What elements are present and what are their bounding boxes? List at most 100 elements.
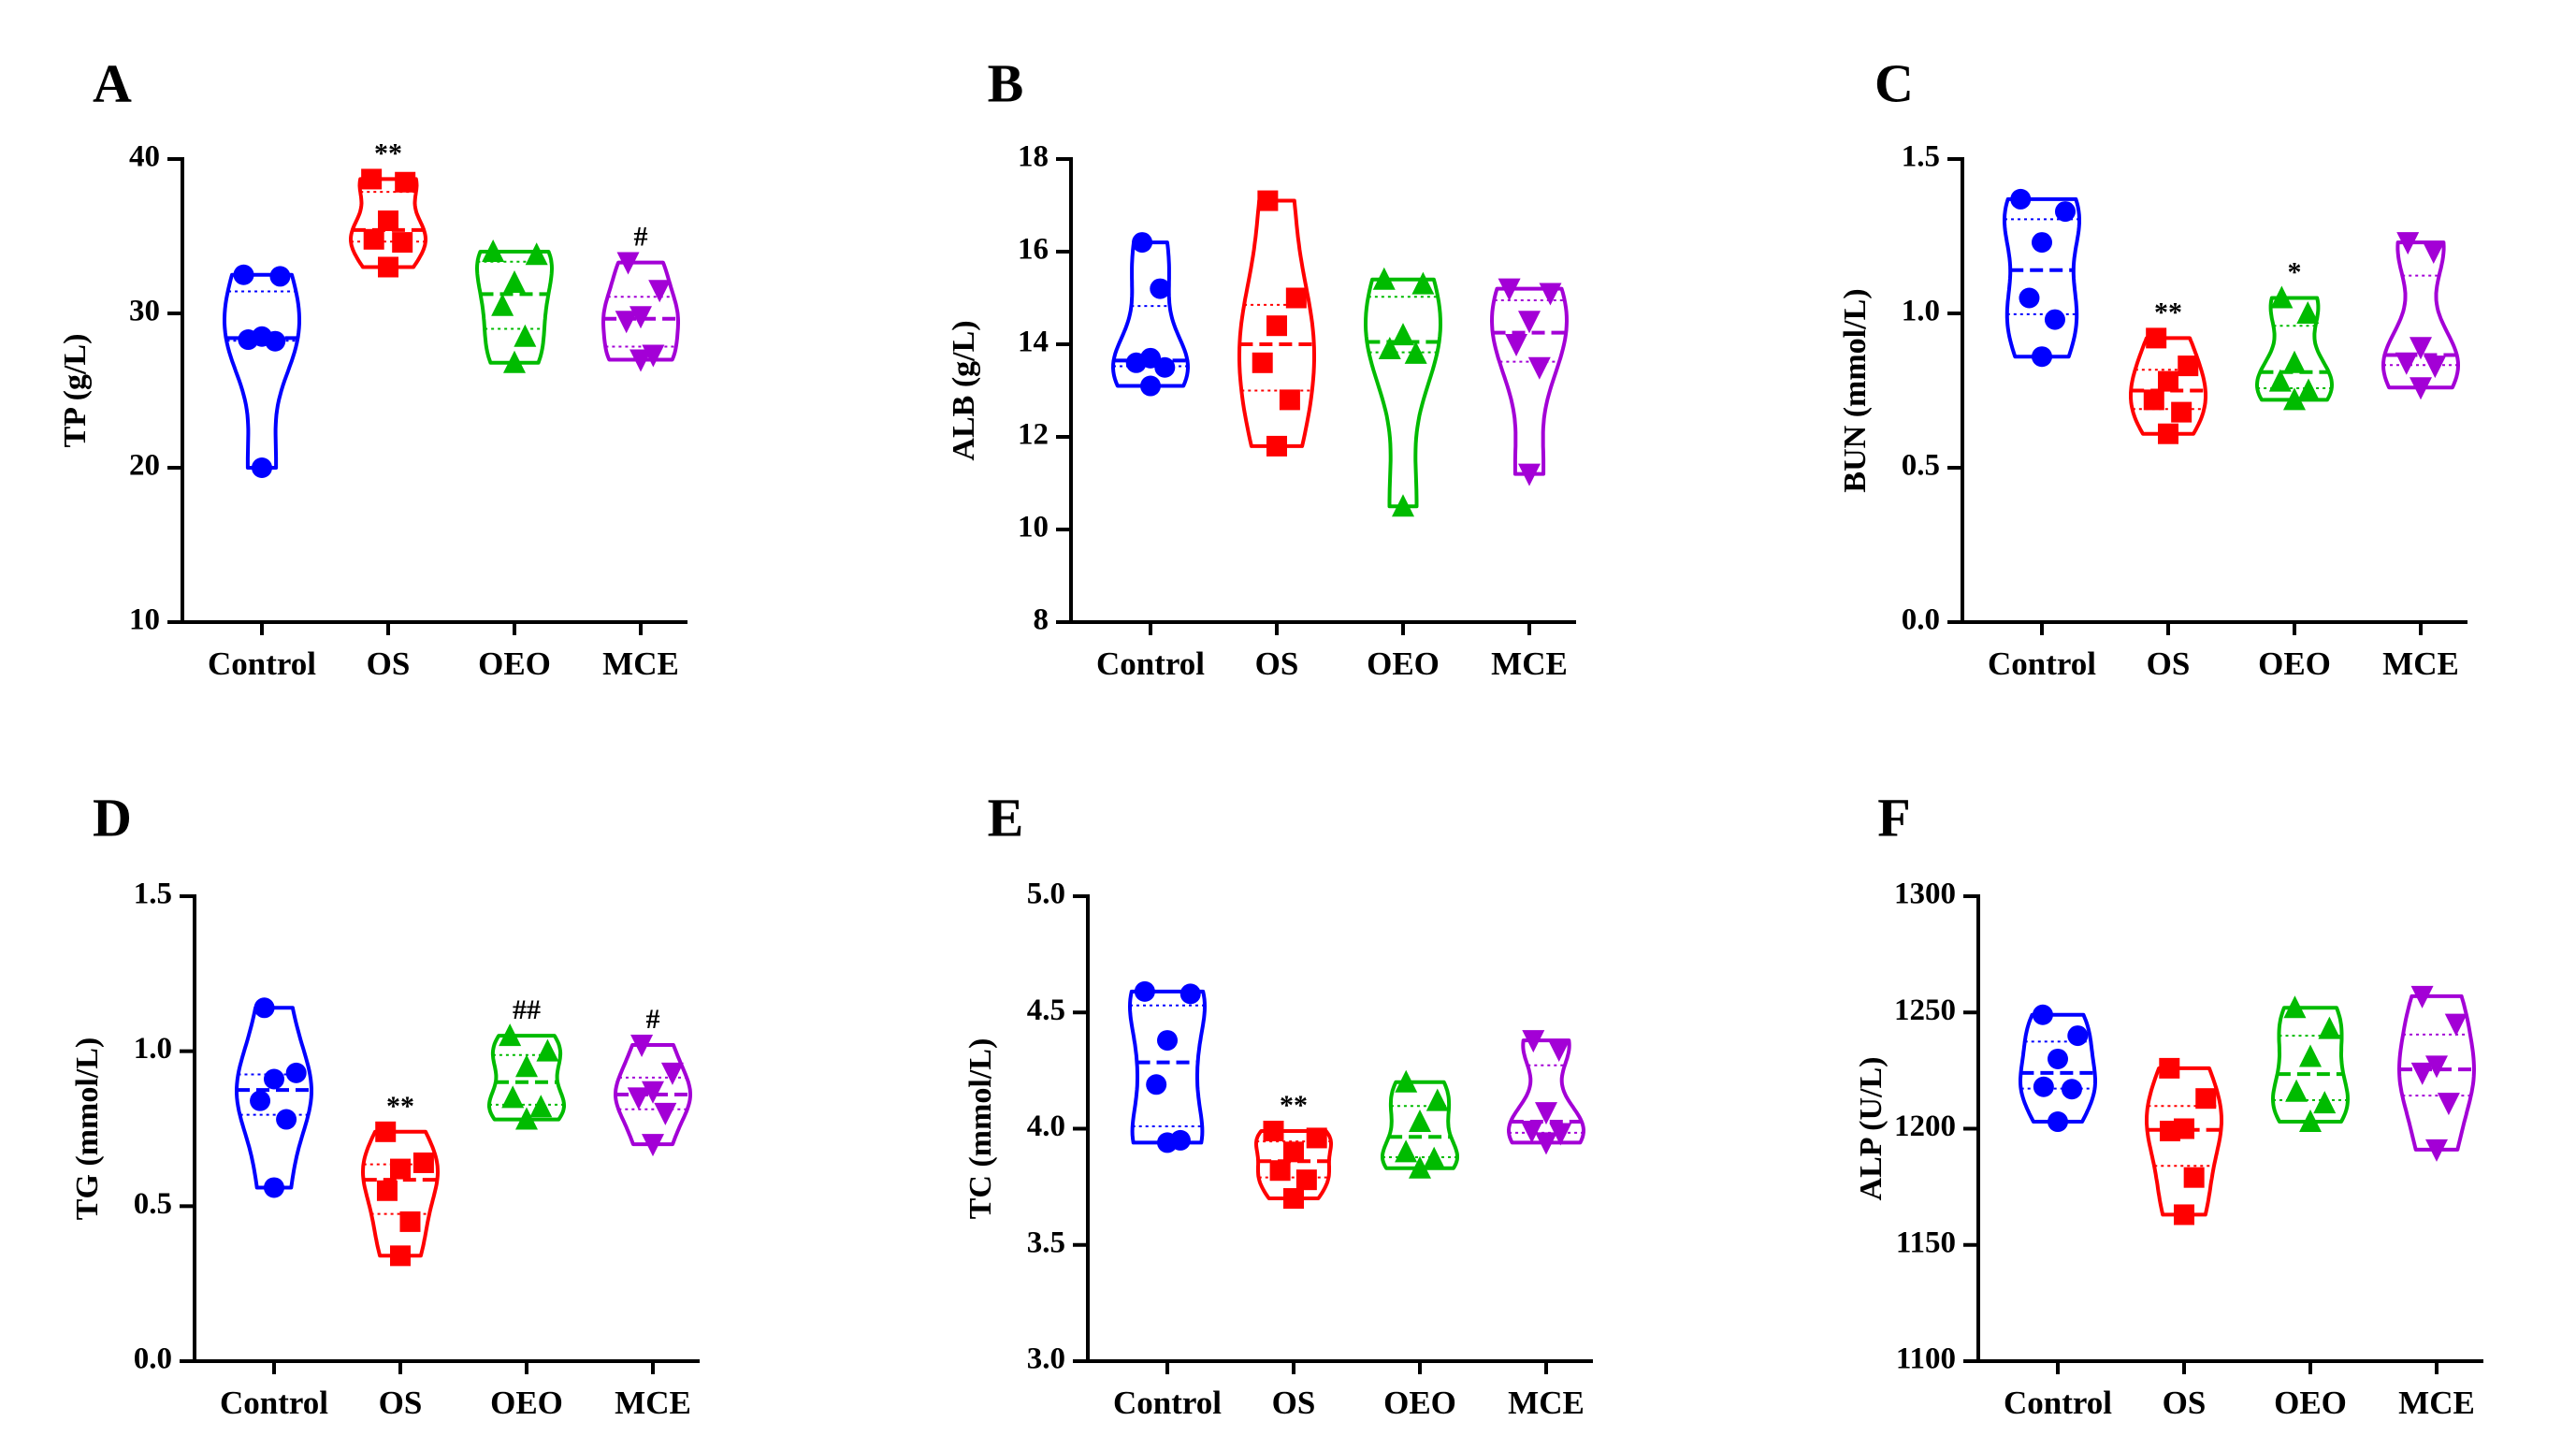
data-point [660,1062,684,1085]
data-point [2396,232,2420,255]
data-point [2158,423,2178,444]
data-point [1372,267,1396,290]
data-point [525,242,548,266]
x-tick-label: OS [1255,645,1299,682]
data-point [264,1177,284,1198]
series-mce: MCE [2381,232,2460,682]
data-point [253,997,275,1019]
y-tick-label: 20 [129,449,160,483]
y-axis-title: ALP (U/L) [1854,1057,1889,1201]
data-point [1409,1155,1431,1179]
data-point [2425,1139,2448,1162]
data-point [1295,1169,1317,1191]
data-point [2299,1110,2322,1133]
data-point [2032,232,2052,254]
violin-oeo [2271,1006,2350,1124]
x-tick-label: Control [1113,1385,1222,1421]
data-point [265,330,286,352]
data-point [378,210,398,231]
series-mce: MCE [1507,1030,1585,1421]
violin-control [2003,196,2081,359]
data-point [392,232,413,254]
x-tick-label: OEO [478,645,551,682]
series-oeo: OEO [475,239,554,682]
series-mce: MCE # [601,222,680,682]
panel-b: B 8 10 12 14 16 18 ALB (g/L) Control OS OEO MCE [947,52,1576,682]
panel-label: E [988,787,1024,848]
y-tick-label: 4.0 [1027,1110,1065,1143]
series-os: OS ** [349,138,427,682]
data-point [1157,1030,1178,1052]
data-point [250,1090,271,1111]
data-point [1549,1123,1572,1146]
x-tick-label: OEO [1383,1385,1456,1421]
panel-label: F [1877,787,1910,848]
data-point [515,1107,538,1130]
data-point [2033,1076,2054,1097]
data-point [1252,352,1273,373]
data-point [233,264,254,285]
data-point [252,457,272,478]
y-tick-label: 1300 [1894,878,1956,911]
data-point [1518,463,1541,486]
x-tick-label: OS [2163,1385,2207,1421]
data-point [2158,370,2178,392]
y-axis-title: ALB (g/L) [947,320,981,460]
data-point [491,293,514,316]
data-point [1535,1102,1557,1125]
data-point [1132,232,1153,254]
data-point [2067,1025,2089,1047]
panel-e: E 3.0 3.5 4.0 4.5 5.0 TC (mmol/L) Control OS ** OE… [963,787,1593,1421]
data-point [2044,309,2065,330]
data-point [2159,1057,2180,1079]
y-tick-label: 10 [129,603,160,637]
data-point [238,329,259,351]
y-tick-label: 0.5 [134,1187,172,1221]
data-point [1134,980,1155,1002]
data-point [2174,1204,2194,1226]
data-point [1539,283,1562,306]
data-point [2270,285,2294,309]
y-tick-label: 10 [1018,511,1049,544]
data-point [390,1245,411,1267]
panel-label: D [93,787,132,848]
significance-mark: ** [386,1091,414,1122]
violin-control [223,272,301,470]
data-point [1269,1160,1291,1182]
data-point [642,1134,664,1157]
violin-control [235,1006,313,1190]
data-point [2032,1004,2053,1025]
violin-os [361,1129,440,1258]
series-os: OS ** [1254,1090,1333,1421]
data-point [2061,1079,2082,1100]
data-point [375,1121,397,1142]
significance-mark: ** [2154,297,2182,327]
data-point [2437,1093,2460,1116]
data-point [2048,1111,2068,1133]
data-point [1498,278,1521,301]
data-point [1395,1139,1418,1163]
y-tick-label: 12 [1018,418,1049,452]
y-tick-label: 8 [1034,603,1049,637]
data-point [399,1211,421,1232]
violin-mce [2397,994,2476,1152]
data-point [515,1054,538,1078]
series-os: OS [1237,190,1316,682]
data-point [395,171,416,193]
violin-mce [1490,286,1569,476]
data-point [501,1085,525,1109]
significance-mark: # [634,222,648,253]
data-point [2143,389,2164,411]
series-oeo: OEO [1381,1069,1459,1421]
series-control: Control [2004,1004,2112,1421]
data-point [2178,355,2199,377]
data-point [1518,311,1541,334]
x-tick-label: Control [1988,645,2096,682]
data-point [285,1062,307,1083]
violin-oeo [1381,1080,1459,1170]
data-point [2313,1091,2337,1114]
data-point [1179,983,1201,1005]
x-tick-label: MCE [602,645,679,682]
y-tick-label: 30 [129,295,160,328]
data-point [503,350,526,373]
